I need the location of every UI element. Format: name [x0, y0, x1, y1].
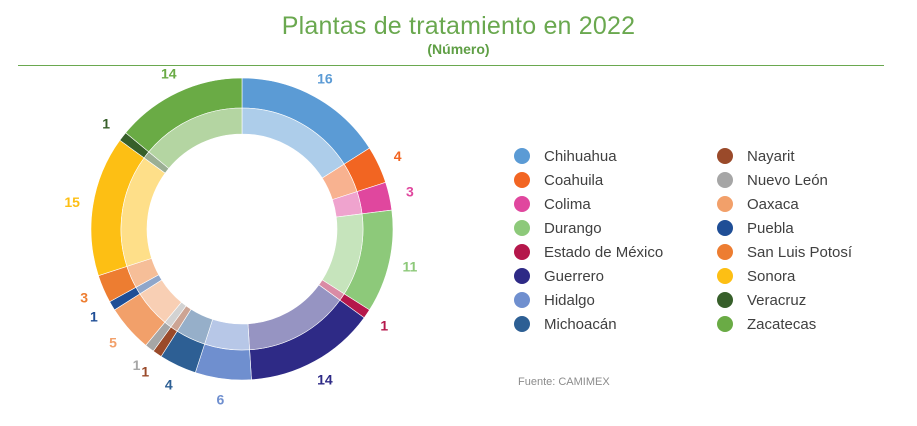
legend-item-durango: Durango	[514, 216, 717, 240]
legend-swatch	[717, 268, 733, 284]
legend-swatch	[514, 220, 530, 236]
chart-legend: Chihuahua Coahuila Colima Durango Estado de …	[514, 144, 887, 336]
legend-label: Chihuahua	[544, 147, 617, 165]
data-label-nuevo-leon: 1	[133, 357, 141, 373]
data-label-oaxaca: 5	[109, 335, 117, 351]
legend-item-san-luis-potosi: San Luis Potosí	[717, 240, 887, 264]
data-label-hidalgo: 6	[217, 392, 225, 408]
legend-swatch	[514, 172, 530, 188]
legend-item-veracruz: Veracruz	[717, 288, 887, 312]
legend-label: Durango	[544, 219, 602, 237]
legend-item-estado-de-mexico: Estado de México	[514, 240, 717, 264]
data-label-zacatecas: 14	[161, 65, 177, 81]
legend-item-coahuila: Coahuila	[514, 168, 717, 192]
legend-label: Puebla	[747, 219, 794, 237]
legend-swatch	[514, 196, 530, 212]
legend-swatch	[514, 316, 530, 332]
chart-title: Plantas de tratamiento en 2022	[281, 12, 636, 40]
legend-item-sonora: Sonora	[717, 264, 887, 288]
legend-label: Nayarit	[747, 147, 795, 165]
legend-swatch	[717, 316, 733, 332]
legend-swatch	[514, 244, 530, 260]
legend-label: Estado de México	[544, 243, 664, 261]
legend-item-nuevo-leon: Nuevo León	[717, 168, 887, 192]
legend-label: San Luis Potosí	[747, 243, 853, 261]
data-label-guerrero: 14	[317, 372, 333, 388]
legend-label: Zacatecas	[747, 315, 817, 333]
legend-item-hidalgo: Hidalgo	[514, 288, 717, 312]
data-label-durango: 11	[402, 259, 417, 275]
title-divider	[18, 65, 884, 66]
legend-item-michoacan: Michoacán	[514, 312, 717, 336]
legend-swatch	[514, 292, 530, 308]
legend-swatch	[717, 148, 733, 164]
data-label-coahuila: 4	[394, 148, 402, 164]
data-label-michoacan: 4	[165, 377, 173, 393]
data-label-san-luis-potosi: 3	[80, 289, 88, 305]
legend-item-zacatecas: Zacatecas	[717, 312, 887, 336]
source-note: Fuente: CAMIMEX	[518, 376, 610, 388]
legend-item-oaxaca: Oaxaca	[717, 192, 887, 216]
legend-swatch	[717, 220, 733, 236]
legend-item-nayarit: Nayarit	[717, 144, 887, 168]
data-label-chihuahua: 16	[317, 70, 333, 86]
legend-label: Coahuila	[544, 171, 604, 189]
legend-label: Sonora	[747, 267, 796, 285]
legend-item-colima: Colima	[514, 192, 717, 216]
chart-subtitle: (Número)	[427, 41, 490, 57]
data-label-puebla: 1	[90, 309, 98, 325]
data-label-nayarit: 1	[141, 363, 149, 379]
legend-swatch	[717, 172, 733, 188]
legend-label: Colima	[544, 195, 591, 213]
legend-swatch	[514, 148, 530, 164]
legend-label: Michoacán	[544, 315, 617, 333]
legend-label: Veracruz	[747, 291, 807, 309]
legend-swatch	[717, 244, 733, 260]
slice-inner-zacatecas	[148, 107, 243, 169]
data-label-estado-de-mexico: 1	[380, 318, 388, 334]
legend-item-puebla: Puebla	[717, 216, 887, 240]
legend-label: Oaxaca	[747, 195, 799, 213]
data-label-colima: 3	[406, 183, 414, 199]
data-label-sonora: 15	[64, 194, 80, 210]
legend-item-chihuahua: Chihuahua	[514, 144, 717, 168]
legend-label: Hidalgo	[544, 291, 595, 309]
legend-swatch	[717, 196, 733, 212]
data-label-veracruz: 1	[102, 116, 110, 132]
legend-label: Guerrero	[544, 267, 605, 285]
legend-item-guerrero: Guerrero	[514, 264, 717, 288]
legend-swatch	[717, 292, 733, 308]
legend-label: Nuevo León	[747, 171, 828, 189]
legend-swatch	[514, 268, 530, 284]
